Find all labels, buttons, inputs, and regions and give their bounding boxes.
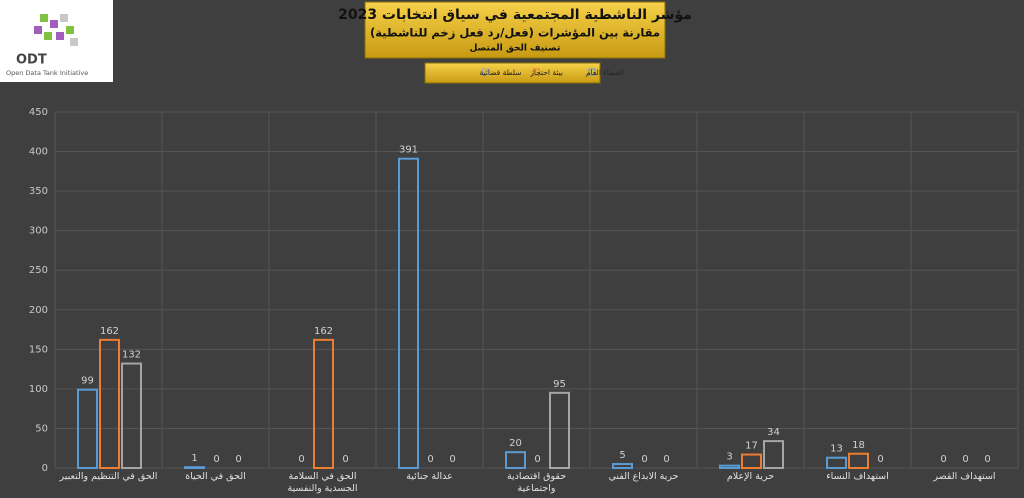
legend-item: الفضاء العام — [586, 68, 624, 77]
legend-label: بيئة احتجاز — [529, 68, 563, 77]
y-tick-label: 150 — [29, 344, 48, 355]
value-label: 162 — [314, 326, 333, 337]
legend-box — [424, 62, 601, 84]
value-label: 0 — [213, 454, 219, 465]
x-tick-label: عدالة جنائية — [406, 471, 453, 482]
logo-square — [44, 32, 52, 40]
x-tick-label: حرية الإعلام — [726, 471, 775, 482]
x-label-box: استهداف القصر — [933, 471, 996, 482]
y-tick-label: 400 — [29, 147, 48, 158]
chart-title: مؤشر الناشطية المجتمعية في سياق انتخابات… — [338, 7, 692, 23]
value-label: 0 — [641, 454, 647, 465]
value-label: 162 — [100, 326, 119, 337]
x-tick-label: استهداف النساء — [826, 471, 889, 482]
logo-square — [50, 20, 58, 28]
x-tick-label: استهداف القصر — [933, 471, 996, 482]
legend-swatch — [481, 68, 489, 76]
x-tick-label: حقوق اقتصادية واجتماعية — [506, 471, 567, 494]
x-label-box: عدالة جنائية — [406, 471, 453, 482]
value-label: 391 — [399, 145, 418, 156]
legend-item: سلطة قضائية — [479, 68, 521, 77]
value-label: 17 — [745, 441, 758, 452]
value-label: 0 — [984, 454, 990, 465]
value-label: 0 — [940, 454, 946, 465]
value-label: 0 — [962, 454, 968, 465]
y-tick-label: 350 — [29, 186, 48, 197]
x-label-box: استهداف النساء — [826, 471, 889, 482]
logo-square — [34, 26, 42, 34]
legend-label: سلطة قضائية — [479, 68, 521, 77]
bar — [741, 453, 762, 470]
x-label-box: حرية الابداع الفني — [608, 471, 679, 482]
value-label: 3 — [726, 452, 732, 463]
x-label-box: حقوق اقتصادية واجتماعية — [506, 471, 567, 494]
logo-title: ODT — [16, 53, 47, 68]
value-label: 0 — [298, 454, 304, 465]
legend-swatch — [588, 68, 596, 76]
legend-swatch — [532, 68, 540, 76]
legend-label: الفضاء العام — [586, 68, 624, 77]
bar — [612, 463, 633, 469]
logo-box — [0, 0, 113, 82]
y-tick-label: 50 — [35, 423, 48, 434]
value-label: 0 — [235, 454, 241, 465]
logo-subtitle: Open Data Tank Initiative — [6, 69, 88, 77]
x-label-box: الحق في التنظيم والتعبير — [59, 471, 158, 482]
bar — [184, 466, 205, 470]
value-label: 0 — [877, 454, 883, 465]
chart-subtitle: تصنيف الحق المتصل — [470, 44, 561, 54]
value-label: 1 — [191, 453, 197, 464]
value-label: 0 — [427, 454, 433, 465]
logo-square — [70, 38, 78, 46]
bar — [77, 388, 98, 469]
x-label-box: الحق في الحياة — [185, 471, 246, 482]
logo-square — [56, 32, 64, 40]
bar — [719, 464, 740, 470]
title-box — [364, 1, 666, 59]
bar — [99, 338, 120, 469]
bar — [398, 157, 419, 469]
value-label: 34 — [767, 427, 780, 438]
y-tick-label: 250 — [29, 265, 48, 276]
x-label-box: حرية الإعلام — [726, 471, 775, 482]
chart-subtitle: مقارنة بين المؤشرات (فعل/رد فعل زخم للنا… — [370, 26, 660, 41]
x-tick-label: حرية الابداع الفني — [608, 471, 679, 482]
bar — [763, 440, 784, 470]
y-tick-label: 300 — [29, 226, 48, 237]
value-label: 0 — [342, 454, 348, 465]
y-tick-label: 450 — [29, 107, 48, 118]
value-label: 95 — [553, 379, 566, 390]
logo-square — [40, 14, 48, 22]
x-tick-label: الحق في السلامة الجسدية والنفسية — [287, 471, 358, 494]
y-tick-label: 100 — [29, 384, 48, 395]
value-label: 18 — [852, 440, 865, 451]
value-label: 0 — [449, 454, 455, 465]
value-label: 0 — [534, 454, 540, 465]
x-label-box: الحق في السلامة الجسدية والنفسية — [287, 471, 358, 494]
bar — [826, 456, 847, 469]
value-label: 99 — [81, 376, 94, 387]
logo-square — [66, 26, 74, 34]
bar — [313, 338, 334, 469]
logo-square — [60, 14, 68, 22]
logo: ODT Open Data Tank Initiative — [0, 0, 113, 82]
value-label: 20 — [509, 438, 522, 449]
x-tick-label: الحق في الحياة — [185, 471, 246, 482]
bar — [505, 451, 526, 469]
y-tick-label: 200 — [29, 305, 48, 316]
y-tick-label: 0 — [42, 463, 48, 474]
x-tick-label: الحق في التنظيم والتعبير — [59, 471, 158, 482]
legend-item: بيئة احتجاز — [529, 68, 563, 77]
bar — [121, 362, 142, 469]
value-label: 132 — [122, 350, 141, 361]
value-label: 13 — [830, 444, 843, 455]
bar — [549, 391, 570, 470]
value-label: 5 — [619, 450, 625, 461]
value-label: 0 — [663, 454, 669, 465]
bar — [848, 452, 869, 470]
